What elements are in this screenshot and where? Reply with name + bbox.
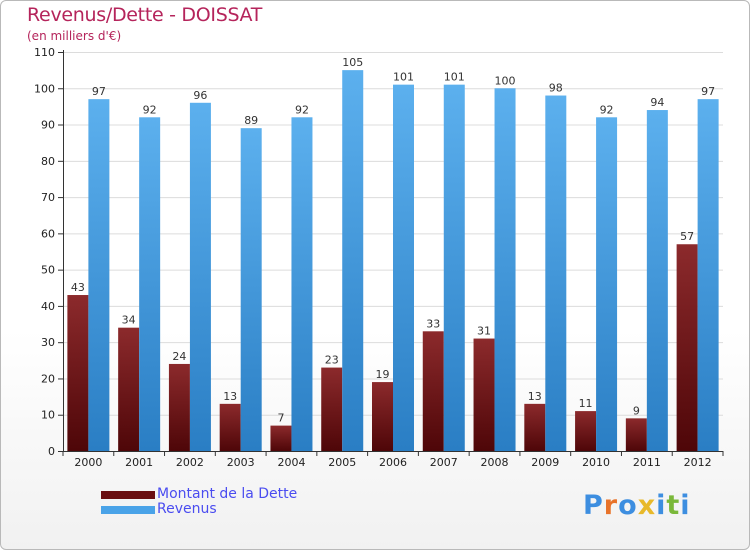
axes: 0 10 20 30 40 50 60 70 80 90 100 110 2000 2001 2002 200… [34,46,724,469]
x-tick-label: 2002 [176,456,204,469]
bars [67,70,719,452]
data-label-revenue: 105 [342,56,363,69]
data-label-debt: 57 [680,230,694,243]
bar-revenue [291,117,313,452]
y-tick-label: 80 [41,155,55,168]
data-label-revenue: 101 [444,71,465,84]
bar-revenue [443,84,465,452]
legend-swatch-debt [101,490,155,499]
x-tick-label: 2012 [684,456,712,469]
y-tick-label: 10 [41,409,55,422]
x-tick-label: 2000 [74,456,102,469]
bar-revenue [697,99,719,452]
y-tick-label: 20 [41,372,55,385]
x-tick-label: 2003 [227,456,255,469]
x-tick-label: 2007 [430,456,458,469]
data-label-revenue: 94 [650,96,664,109]
data-label-debt: 33 [426,317,440,330]
bar-revenue [88,99,110,452]
legend-item-debt: Montant de la Dette [101,487,297,502]
x-tick-label: 2005 [328,456,356,469]
x-tick-label: 2009 [531,456,559,469]
x-tick-label: 2010 [582,456,610,469]
data-label-revenue: 92 [295,103,309,116]
data-label-debt: 23 [325,354,339,367]
y-tick-label: 0 [48,445,55,458]
bar-revenue [189,102,211,452]
x-tick-label: 2011 [633,456,661,469]
data-label-debt: 24 [172,350,186,363]
data-label-debt: 19 [376,368,390,381]
data-label-revenue: 100 [495,74,516,87]
legend: Montant de la Dette Revenus [101,487,297,517]
bar-debt [524,403,546,451]
data-label-debt: 13 [528,390,542,403]
bar-debt [422,331,444,451]
data-label-debt: 7 [277,412,284,425]
legend-label-revenue: Revenus [157,501,217,517]
bar-debt [372,382,393,451]
bar-revenue [342,70,364,452]
y-tick-label: 30 [41,336,55,349]
bar-revenue [393,84,414,452]
data-label-revenue: 97 [701,85,715,98]
bar-debt [625,418,647,451]
logo-letter: x [637,490,657,521]
x-tick-label: 2006 [379,456,407,469]
logo-letter: i [656,490,667,521]
y-tick-label: 110 [34,46,55,59]
data-label-revenue: 101 [393,71,414,84]
chart-title: Revenus/Dette - DOISSAT [27,4,263,26]
data-label-debt: 43 [71,281,85,294]
chart-subtitle: (en milliers d'€) [27,29,122,43]
bar-debt [676,244,698,451]
y-tick-label: 50 [41,264,55,277]
bar-revenue [240,128,262,451]
logo-letter: t [666,490,681,521]
legend-item-revenue: Revenus [101,502,297,517]
y-tick-label: 70 [41,191,55,204]
y-tick-label: 90 [41,119,55,132]
data-label-debt: 13 [223,390,237,403]
bar-revenue [139,117,161,452]
bar-revenue [545,95,567,451]
proxiti-logo: Proxiti [583,490,691,521]
data-label-revenue: 96 [193,89,207,102]
logo-letter: P [583,490,604,521]
x-tick-label: 2008 [481,456,509,469]
data-labels: 43 97 34 92 24 96 13 89 7 92 23 105 19 101 33 101 31 100 1… [71,56,715,424]
bar-debt [270,425,292,451]
bar-debt [575,411,597,451]
data-label-debt: 31 [477,325,491,338]
data-label-revenue: 92 [143,103,157,116]
logo-letter: i [680,490,691,521]
legend-label-debt: Montant de la Dette [157,486,298,502]
data-label-revenue: 98 [549,82,563,95]
bar-debt [67,295,89,451]
bar-revenue [646,110,668,451]
bar-debt [473,338,495,451]
bar-debt [118,327,140,451]
x-tick-label: 2001 [125,456,153,469]
logo-letter: o [618,490,638,521]
data-label-debt: 11 [579,397,593,410]
bar-revenue [596,117,618,452]
y-tick-label: 100 [34,82,55,95]
y-tick-label: 60 [41,227,55,240]
data-label-debt: 9 [633,404,640,417]
logo-letter: r [603,490,619,521]
data-label-revenue: 92 [600,103,614,116]
data-label-debt: 34 [122,314,136,327]
bar-debt [321,367,343,451]
bar-revenue [494,88,516,451]
legend-swatch-revenue [101,505,155,514]
bar-debt [219,403,241,451]
y-tick-label: 40 [41,300,55,313]
data-label-revenue: 89 [244,114,258,127]
x-tick-label: 2004 [277,456,305,469]
bar-debt [168,363,190,451]
data-label-revenue: 97 [92,85,106,98]
